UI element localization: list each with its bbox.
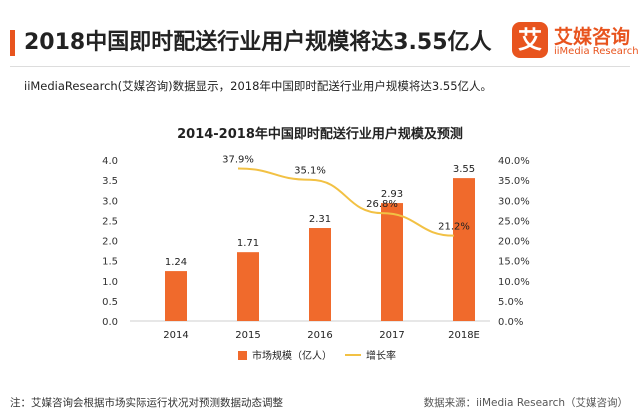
bar-series: 1.24 1.71 2.31 2.93 3.55: [165, 164, 475, 321]
bar-2015: [237, 252, 259, 321]
left-axis-tick-label: 2.5: [102, 216, 118, 227]
bar-2016: [309, 228, 331, 321]
right-axis: 0.0% 5.0% 10.0% 15.0% 20.0% 25.0% 30.0% 35.0% 40…: [498, 156, 530, 328]
bar-value-label: 2.93: [381, 189, 403, 200]
left-axis-tick-label: 1.0: [102, 277, 118, 288]
left-axis-tick-label: 0.5: [102, 297, 118, 308]
bar-value-label: 2.31: [309, 214, 331, 225]
left-axis: 0.0 0.5 1.0 1.5 2.0 2.5 3.0 3.5 4.0: [102, 156, 118, 328]
left-axis-tick-label: 1.5: [102, 257, 118, 268]
left-axis-tick-label: 3.0: [102, 196, 118, 207]
footer-source: 数据来源：iiMedia Research（艾媒咨询）: [423, 397, 628, 409]
user-scale-chart: 2014-2018年中国即时配送行业用户规模及预测 0.0 0.5 1.0 1.5 2.…: [102, 126, 530, 362]
x-axis-labels: 2014 2015 2016 2017 2018E: [163, 330, 480, 341]
chart-legend: 市场规模（亿人） 增长率: [238, 349, 396, 362]
title-accent-bar: [10, 30, 15, 56]
right-axis-tick-label: 35.0%: [498, 176, 530, 187]
growth-rate-label: 37.9%: [222, 154, 254, 165]
left-axis-tick-label: 2.0: [102, 237, 118, 248]
bar-2018E: [453, 178, 475, 321]
right-axis-tick-label: 40.0%: [498, 156, 530, 167]
growth-rate-label: 21.2%: [438, 222, 470, 233]
x-axis-tick-label: 2016: [307, 330, 332, 341]
right-axis-tick-label: 5.0%: [498, 297, 523, 308]
growth-line-series: 37.9% 35.1% 26.8% 21.2%: [222, 154, 470, 237]
brand-logo: 艾 艾媒咨询 iiMedia Research: [512, 20, 639, 64]
header-divider: [10, 66, 630, 67]
growth-rate-label: 26.8%: [366, 199, 398, 210]
right-axis-tick-label: 25.0%: [498, 216, 530, 227]
legend-label-bar: 市场规模（亿人）: [252, 349, 332, 362]
bar-value-label: 1.71: [237, 238, 259, 249]
logo-name: 艾媒咨询: [554, 26, 631, 48]
right-axis-tick-label: 30.0%: [498, 196, 530, 207]
bar-2014: [165, 271, 187, 321]
intro-text: iiMediaResearch(艾媒咨询)数据显示，2018年中国即时配送行业用…: [24, 79, 493, 93]
chart-title: 2014-2018年中国即时配送行业用户规模及预测: [177, 126, 463, 142]
growth-rate-label: 35.1%: [294, 166, 326, 177]
right-axis-tick-label: 10.0%: [498, 277, 530, 288]
right-axis-tick-label: 15.0%: [498, 257, 530, 268]
x-axis-tick-label: 2015: [235, 330, 260, 341]
legend-swatch-bar: [238, 351, 247, 360]
left-axis-tick-label: 0.0: [102, 317, 118, 328]
logo-mark-icon: 艾: [512, 22, 548, 58]
left-axis-tick-label: 4.0: [102, 156, 118, 167]
bar-2017: [381, 203, 403, 321]
page-title: 2018中国即时配送行业用户规模将达3.55亿人: [24, 30, 492, 55]
right-axis-tick-label: 20.0%: [498, 237, 530, 248]
legend-label-line: 增长率: [366, 349, 396, 362]
logo-subtitle: iiMedia Research: [554, 46, 639, 57]
growth-rate-line: [237, 167, 455, 237]
bar-value-label: 1.24: [165, 257, 187, 268]
footer-note: 注：艾媒咨询会根据市场实际运行状况对预测数据动态调整: [10, 397, 283, 409]
x-axis-tick-label: 2017: [379, 330, 404, 341]
x-axis-tick-label: 2014: [163, 330, 188, 341]
bar-value-label: 3.55: [453, 164, 475, 175]
left-axis-tick-label: 3.5: [102, 176, 118, 187]
x-axis-tick-label: 2018E: [448, 330, 480, 341]
right-axis-tick-label: 0.0%: [498, 317, 523, 328]
